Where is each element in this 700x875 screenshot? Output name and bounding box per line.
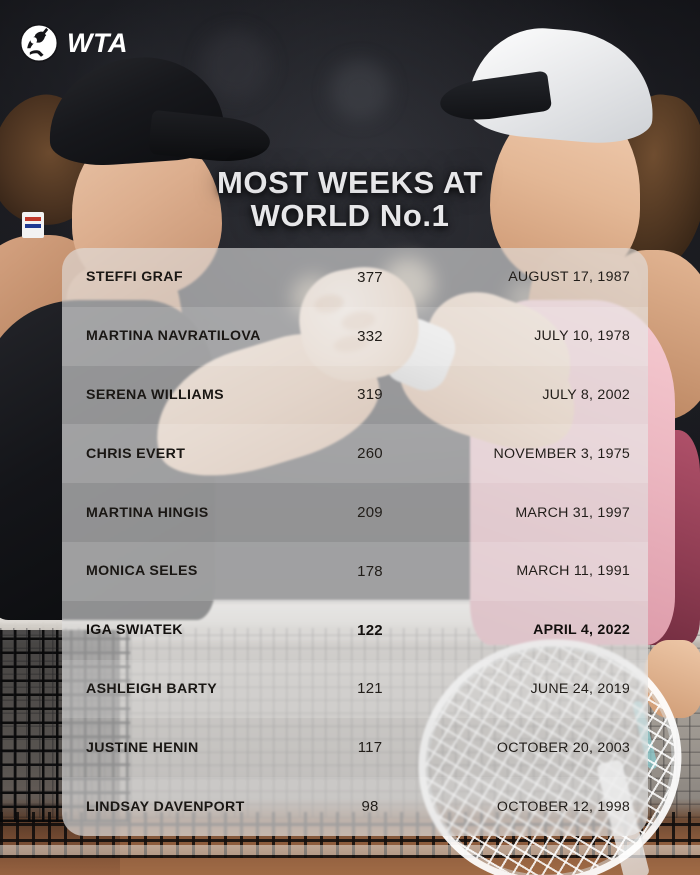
bokeh-light bbox=[330, 60, 390, 120]
weeks-count: 319 bbox=[357, 386, 383, 404]
date-reached: NOVEMBER 3, 1975 bbox=[493, 445, 630, 462]
table-row[interactable]: JUSTINE HENIN 117 OCTOBER 20, 2003 bbox=[62, 718, 648, 777]
table-row[interactable]: LINDSAY DAVENPORT 98 OCTOBER 12, 1998 bbox=[62, 777, 648, 836]
weeks-count: 121 bbox=[357, 680, 383, 698]
player-name: IGA SWIATEK bbox=[86, 622, 183, 639]
table-row[interactable]: IGA SWIATEK 122 APRIL 4, 2022 bbox=[62, 601, 648, 660]
page-title: MOST WEEKS AT WORLD No.1 bbox=[216, 165, 484, 234]
weeks-count: 98 bbox=[361, 798, 379, 816]
weeks-count: 260 bbox=[357, 445, 383, 463]
player-name: SERENA WILLIAMS bbox=[86, 386, 224, 403]
date-reached: OCTOBER 12, 1998 bbox=[496, 798, 630, 815]
weeks-count: 332 bbox=[357, 327, 383, 345]
player-name: MONICA SELES bbox=[86, 563, 198, 580]
weeks-count: 117 bbox=[357, 739, 383, 757]
table-row[interactable]: MONICA SELES 178 MARCH 11, 1991 bbox=[62, 542, 648, 601]
date-reached: JUNE 24, 2019 bbox=[530, 680, 630, 697]
weeks-count: 209 bbox=[357, 504, 383, 522]
table-row[interactable]: ASHLEIGH BARTY 121 JUNE 24, 2019 bbox=[62, 659, 648, 719]
player-name: JUSTINE HENIN bbox=[86, 739, 199, 756]
wta-circle-logo-icon bbox=[18, 22, 60, 64]
player-name: STEFFI GRAF bbox=[86, 269, 183, 286]
apparel-logo-icon bbox=[22, 212, 44, 238]
table-row[interactable]: STEFFI GRAF 377 AUGUST 17, 1987 bbox=[62, 248, 648, 307]
table-row[interactable]: CHRIS EVERT 260 NOVEMBER 3, 1975 bbox=[62, 424, 648, 484]
date-reached: JULY 8, 2002 bbox=[542, 386, 630, 403]
rankings-panel: STEFFI GRAF 377 AUGUST 17, 1987 MARTINA NAV… bbox=[62, 248, 648, 836]
date-reached: APRIL 4, 2022 bbox=[533, 622, 630, 639]
date-reached: OCTOBER 20, 2003 bbox=[496, 739, 630, 756]
table-row[interactable]: MARTINA NAVRATILOVA 332 JULY 10, 1978 bbox=[62, 306, 648, 366]
wta-logo[interactable]: WTA bbox=[18, 22, 128, 64]
player-name: MARTINA HINGIS bbox=[86, 504, 209, 521]
date-reached: AUGUST 17, 1987 bbox=[508, 269, 630, 286]
weeks-count: 122 bbox=[357, 621, 383, 639]
weeks-count: 178 bbox=[357, 562, 383, 580]
table-row[interactable]: MARTINA HINGIS 209 MARCH 31, 1997 bbox=[62, 483, 648, 542]
player-name: LINDSAY DAVENPORT bbox=[86, 798, 245, 815]
date-reached: JULY 10, 1978 bbox=[534, 328, 630, 345]
court-baseline bbox=[0, 845, 700, 855]
player-name: ASHLEIGH BARTY bbox=[86, 680, 218, 697]
date-reached: MARCH 31, 1997 bbox=[515, 504, 630, 521]
player-name: CHRIS EVERT bbox=[86, 445, 186, 462]
bokeh-light bbox=[200, 30, 270, 100]
weeks-count: 377 bbox=[357, 268, 383, 286]
table-row[interactable]: SERENA WILLIAMS 319 JULY 8, 2002 bbox=[62, 366, 648, 425]
player-name: MARTINA NAVRATILOVA bbox=[86, 328, 261, 345]
date-reached: MARCH 11, 1991 bbox=[516, 563, 630, 580]
wta-wordmark: WTA bbox=[67, 27, 128, 58]
